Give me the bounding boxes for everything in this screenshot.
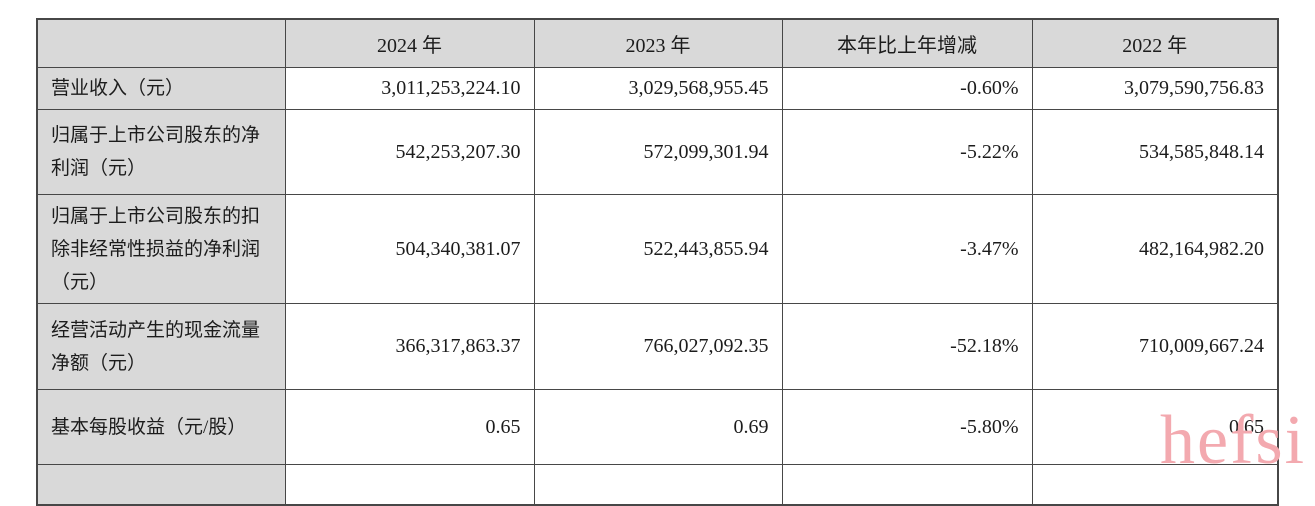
cell-change: -5.80% (781, 389, 1033, 465)
document-page: { "table": { "columns": { "label": "", "… (36, 18, 1305, 506)
cell-change: -5.22% (781, 109, 1033, 195)
cell-change: -52.18% (781, 303, 1033, 390)
table-row-operating-cash-flow: 经营活动产生的现金流量净额（元） 366,317,863.37 766,027,… (36, 303, 1279, 390)
row-label: 归属于上市公司股东的净利润（元） (36, 109, 286, 195)
cell-2024: 0.65 (284, 389, 535, 465)
cell-2024: 504,340,381.07 (284, 194, 535, 304)
cell-2022 (1031, 464, 1279, 505)
row-label: 归属于上市公司股东的扣除非经常性损益的净利润（元） (36, 194, 286, 304)
cell-2022: 710,009,667.24 (1031, 303, 1279, 390)
table-row-basic-eps: 基本每股收益（元/股） 0.65 0.69 -5.80% 0.65 (36, 389, 1279, 465)
table-row-revenue: 营业收入（元） 3,011,253,224.10 3,029,568,955.4… (36, 67, 1279, 110)
header-cell-2024: 2024 年 (284, 18, 535, 68)
table-row-net-profit-deducted: 归属于上市公司股东的扣除非经常性损益的净利润（元） 504,340,381.07… (36, 194, 1279, 304)
cell-2024: 366,317,863.37 (284, 303, 535, 390)
cell-2023 (533, 464, 783, 505)
row-label: 营业收入（元） (36, 67, 286, 110)
header-cell-2022: 2022 年 (1031, 18, 1279, 68)
cell-change: -3.47% (781, 194, 1033, 304)
header-cell-change: 本年比上年增减 (781, 18, 1033, 68)
cell-2023: 766,027,092.35 (533, 303, 783, 390)
cell-2022: 534,585,848.14 (1031, 109, 1279, 195)
cell-change: -0.60% (781, 67, 1033, 110)
cell-2023: 522,443,855.94 (533, 194, 783, 304)
cell-2023: 3,029,568,955.45 (533, 67, 783, 110)
financial-summary-table: 2024 年 2023 年 本年比上年增减 2022 年 营业收入（元） 3,0… (36, 18, 1279, 506)
cell-2024: 3,011,253,224.10 (284, 67, 535, 110)
cell-2022: 3,079,590,756.83 (1031, 67, 1279, 110)
header-cell-blank (36, 18, 286, 68)
cell-2023: 0.69 (533, 389, 783, 465)
cell-change (781, 464, 1033, 505)
cell-2022: 0.65 (1031, 389, 1279, 465)
cell-2024: 542,253,207.30 (284, 109, 535, 195)
cell-2024 (284, 464, 535, 505)
table-row-net-profit: 归属于上市公司股东的净利润（元） 542,253,207.30 572,099,… (36, 109, 1279, 195)
table-row-partial-clipped (36, 464, 1279, 505)
header-cell-2023: 2023 年 (533, 18, 783, 68)
row-label (36, 464, 286, 505)
cell-2023: 572,099,301.94 (533, 109, 783, 195)
row-label: 经营活动产生的现金流量净额（元） (36, 303, 286, 390)
cell-2022: 482,164,982.20 (1031, 194, 1279, 304)
row-label: 基本每股收益（元/股） (36, 389, 286, 465)
table-header-row: 2024 年 2023 年 本年比上年增减 2022 年 (36, 18, 1279, 68)
